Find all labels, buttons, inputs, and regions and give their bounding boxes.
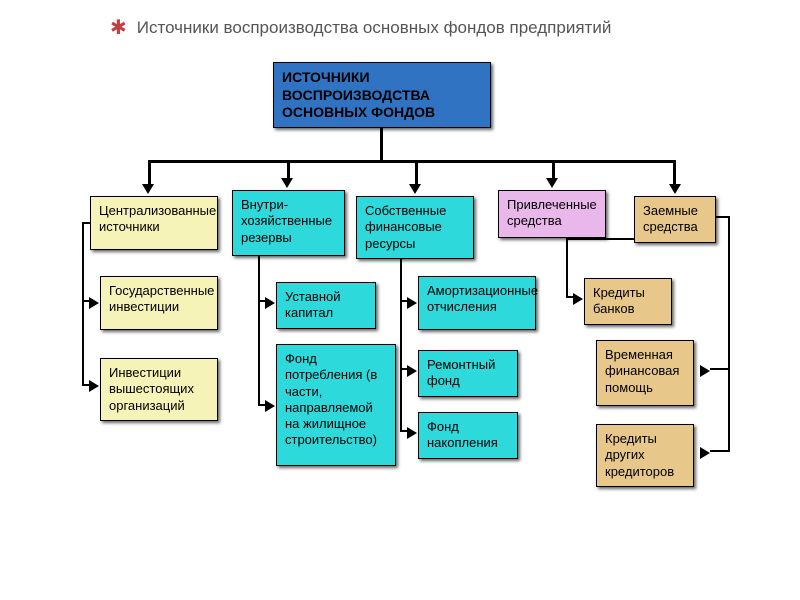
arrow-right-1 — [89, 380, 99, 392]
borrowed-child-0: Кредиты банков — [584, 278, 672, 325]
arrow-down-3 — [546, 178, 558, 188]
arrow-right-8 — [700, 365, 710, 377]
connector-line-19 — [566, 238, 568, 298]
category-internal: Внутри-хозяйственные резервы — [232, 190, 345, 256]
arrow-down-1 — [281, 178, 293, 188]
root-node: ИСТОЧНИКИ ВОСПРОИЗВОДСТВА ОСНОВНЫХ ФОНДО… — [273, 62, 491, 128]
connector-line-23 — [710, 368, 730, 370]
borrowed-child-1: Временная финансовая помощь — [596, 340, 694, 406]
arrow-right-7 — [573, 293, 583, 305]
bullet-star: ✱ — [110, 18, 127, 38]
arrow-right-9 — [700, 447, 710, 459]
centralized-child-0: Государственные инвестиции — [100, 276, 218, 330]
own-right-child-2: Фонд накопления — [418, 412, 518, 459]
connector-line-11 — [258, 250, 260, 406]
connector-line-5 — [552, 160, 555, 180]
connector-line-2 — [148, 160, 151, 186]
connector-line-0 — [148, 160, 673, 163]
connector-line-3 — [287, 160, 290, 180]
connector-line-24 — [710, 450, 730, 452]
own-left-child-1: Фонд потребления (в части, направляемой … — [276, 344, 396, 466]
category-centralized: Централизованные источники — [90, 196, 218, 250]
connector-line-6 — [673, 160, 676, 186]
connector-line-1 — [380, 128, 383, 162]
arrow-down-0 — [142, 184, 154, 194]
arrow-right-0 — [89, 297, 99, 309]
slide-title: ✱ Источники воспроизводства основных фон… — [110, 18, 611, 38]
connector-line-8 — [82, 222, 84, 386]
arrow-right-5 — [407, 365, 417, 377]
arrow-right-6 — [407, 427, 417, 439]
category-borrowed: Заемные средства — [634, 196, 716, 243]
title-text: Источники воспроизводства основных фондо… — [137, 18, 612, 38]
arrow-right-2 — [265, 297, 275, 309]
arrow-down-4 — [669, 184, 681, 194]
connector-line-22 — [728, 216, 730, 452]
own-left-child-0: Уставной капитал — [276, 282, 376, 329]
connector-line-20 — [566, 238, 636, 240]
arrow-down-2 — [409, 184, 421, 194]
category-attracted: Привлеченные средства — [498, 190, 606, 238]
arrow-right-4 — [407, 297, 417, 309]
own-right-child-0: Амортизационные отчисления — [418, 276, 536, 330]
connector-line-14 — [400, 250, 402, 432]
category-own: Собственные финансовые ресурсы — [356, 196, 474, 259]
borrowed-child-2: Кредиты других кредиторов — [596, 424, 694, 487]
arrow-right-3 — [265, 400, 275, 412]
connector-line-4 — [415, 160, 418, 186]
own-right-child-1: Ремонтный фонд — [418, 350, 518, 397]
centralized-child-1: Инвестиции вышестоящих организаций — [100, 358, 218, 421]
